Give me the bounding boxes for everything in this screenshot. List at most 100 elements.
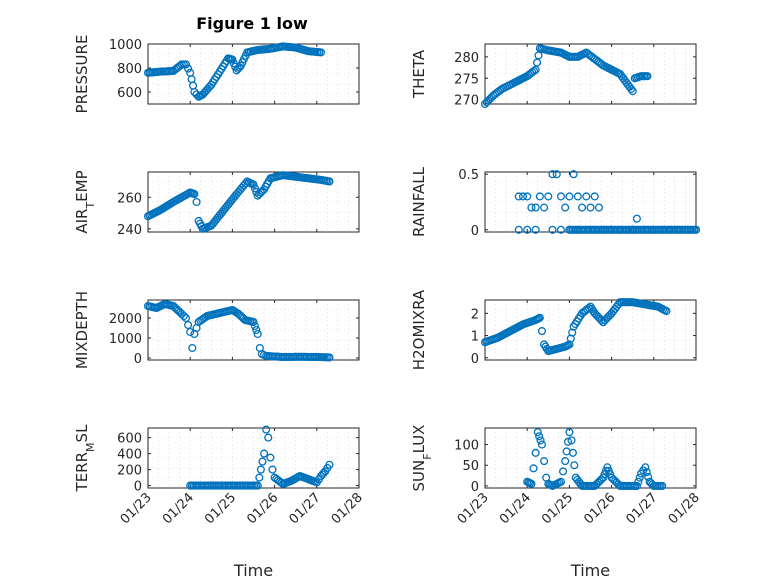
data-point [641, 463, 650, 472]
data-point [252, 325, 261, 335]
axes-box [147, 299, 360, 361]
data-point [253, 481, 262, 490]
data-point [632, 214, 641, 223]
data-point [567, 436, 576, 445]
x-tick-label: 01/25 [202, 490, 239, 527]
data-point [187, 75, 196, 84]
y-tick-label: 0 [134, 352, 142, 367]
data-point [691, 225, 701, 234]
data-point [523, 225, 532, 234]
y-tick-label: 275 [454, 72, 479, 87]
data-point [514, 225, 523, 234]
data-point [325, 460, 334, 469]
data-point [262, 425, 271, 434]
data-point [562, 447, 571, 456]
y-tick-label: 50 [462, 459, 479, 474]
data-point [561, 457, 570, 466]
data-point [181, 313, 191, 323]
data-point [563, 437, 573, 446]
y-tick-label: 1 [471, 330, 479, 345]
data-point [532, 58, 542, 67]
data-point [518, 192, 528, 201]
y-tick-label: 0 [471, 224, 479, 239]
data-point [569, 170, 578, 179]
subplot-h2omixra: 0 1 2 H2OMIXRA [410, 289, 697, 370]
subplot-air-temp: 240 260 AIRTEMP [73, 170, 360, 238]
figure-title: Figure 1 low [196, 14, 308, 33]
data-point [529, 66, 539, 76]
axes-box [484, 299, 697, 361]
x-tick-label: 01/24 [497, 490, 534, 527]
data-point [568, 448, 577, 457]
data-point [192, 197, 201, 207]
y-tick-label: 600 [117, 432, 142, 447]
data-point [628, 87, 637, 96]
data-point [325, 353, 334, 362]
data-point [190, 190, 199, 199]
data-point [249, 180, 258, 189]
data-point [559, 467, 568, 476]
x-tick-label: 01/28 [666, 490, 703, 527]
data-point [527, 203, 536, 212]
data-point [544, 192, 553, 201]
data-point [561, 203, 570, 212]
data-point [594, 203, 603, 212]
subplot-rainfall: 0 0.5 RAINFALL [410, 166, 701, 239]
x-axis-label: Time [233, 561, 273, 580]
data-point [556, 192, 566, 201]
y-tick-label: 260 [117, 191, 142, 206]
data-point [316, 48, 326, 57]
data-point [531, 225, 540, 234]
data-point [177, 309, 186, 319]
x-tick-label: 01/27 [624, 490, 661, 527]
data-point [658, 481, 667, 490]
data-point [534, 51, 543, 60]
y-tick-label: 0 [471, 352, 479, 367]
y-axis-label: TERRMSL [73, 424, 97, 493]
data-point [548, 170, 557, 179]
data-point [586, 203, 595, 212]
y-tick-label: 2 [471, 307, 479, 322]
y-axis-label: THETA [410, 49, 428, 99]
data-point [535, 192, 544, 201]
x-tick-label: 01/23 [118, 490, 155, 527]
y-tick-label: 400 [117, 448, 142, 463]
data-point [184, 64, 193, 73]
x-tick-label: 01/25 [539, 490, 576, 527]
data-point [643, 72, 652, 81]
data-point [184, 320, 193, 330]
data-point [531, 203, 540, 212]
y-tick-label: 600 [117, 86, 142, 101]
data-point [527, 479, 536, 488]
data-point [266, 453, 275, 462]
data-point [186, 327, 195, 337]
data-point [537, 327, 547, 336]
data-point [597, 316, 606, 325]
data-point [529, 464, 538, 473]
x-axis-label: Time [570, 561, 610, 580]
data-point [268, 465, 277, 474]
data-point [548, 225, 557, 234]
data-point [635, 473, 644, 482]
data-point [229, 59, 238, 68]
y-tick-label: 1000 [109, 38, 142, 53]
data-point [179, 311, 188, 321]
x-tick-label: 01/26 [244, 490, 281, 527]
data-point [258, 457, 267, 466]
subplot-sun-flux: 0 50 100 01/23 01/24 01/25 01/26 01/27 01/28 SUNF… [410, 425, 703, 580]
data-point [570, 461, 579, 470]
y-tick-label: 0 [134, 480, 142, 495]
data-point [535, 432, 544, 441]
data-point [578, 203, 587, 212]
data-point [634, 477, 643, 486]
data-point [565, 192, 574, 201]
data-point [190, 87, 199, 97]
y-tick-label: 200 [117, 464, 142, 479]
y-tick-label: 0 [471, 480, 479, 495]
data-point [264, 433, 273, 442]
y-tick-label: 240 [117, 223, 142, 238]
data-point [249, 317, 258, 327]
y-tick-label: 1000 [109, 332, 142, 347]
